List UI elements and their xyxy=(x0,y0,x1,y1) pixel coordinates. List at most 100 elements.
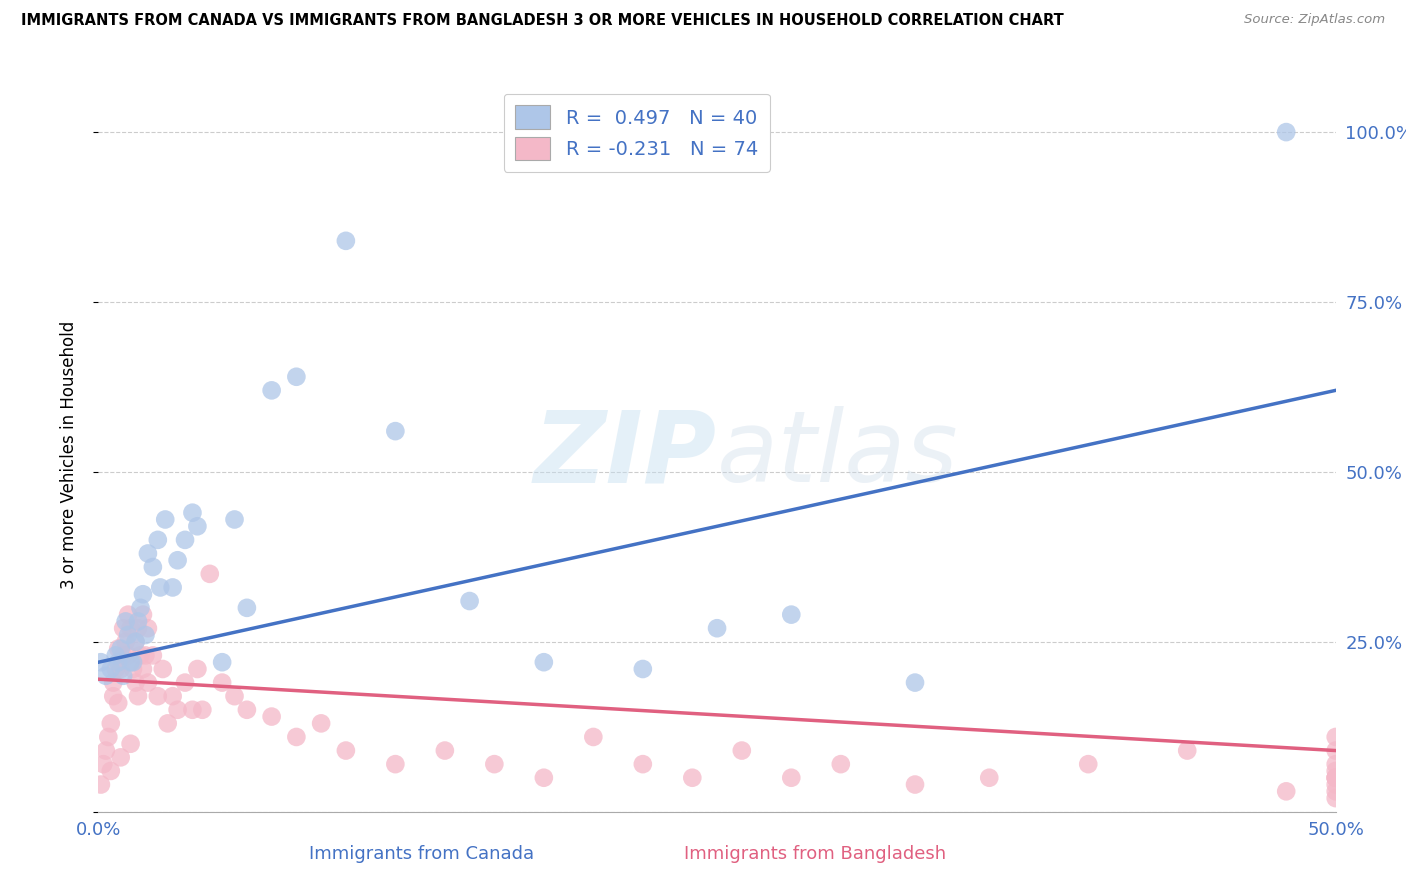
Point xyxy=(100,662,122,676)
Point xyxy=(134,628,156,642)
Point xyxy=(631,662,654,676)
Point xyxy=(120,621,142,635)
Point xyxy=(100,764,122,778)
Point xyxy=(127,615,149,629)
Point xyxy=(117,628,139,642)
Point xyxy=(124,635,146,649)
Point xyxy=(285,730,308,744)
Point xyxy=(94,743,117,757)
Point xyxy=(94,669,117,683)
Point xyxy=(309,716,332,731)
Point xyxy=(104,648,127,663)
Point xyxy=(631,757,654,772)
Point xyxy=(149,581,172,595)
Point xyxy=(90,778,112,792)
Legend: R =  0.497   N = 40, R = -0.231   N = 74: R = 0.497 N = 40, R = -0.231 N = 74 xyxy=(503,94,769,172)
Point xyxy=(260,384,283,398)
Point xyxy=(124,675,146,690)
Point xyxy=(134,648,156,663)
Point xyxy=(1324,791,1347,805)
Text: Source: ZipAtlas.com: Source: ZipAtlas.com xyxy=(1244,13,1385,27)
Point xyxy=(110,662,132,676)
Point xyxy=(1324,771,1347,785)
Point xyxy=(136,546,159,560)
Point xyxy=(384,757,406,772)
Point xyxy=(830,757,852,772)
Text: Immigrants from Bangladesh: Immigrants from Bangladesh xyxy=(685,846,946,863)
Point xyxy=(114,615,136,629)
Text: Immigrants from Canada: Immigrants from Canada xyxy=(309,846,534,863)
Point xyxy=(110,750,132,764)
Point xyxy=(97,730,120,744)
Point xyxy=(132,607,155,622)
Point xyxy=(146,689,169,703)
Text: atlas: atlas xyxy=(717,407,959,503)
Point xyxy=(211,675,233,690)
Point xyxy=(1324,730,1347,744)
Point xyxy=(122,655,145,669)
Text: ZIP: ZIP xyxy=(534,407,717,503)
Point xyxy=(124,635,146,649)
Point xyxy=(155,512,177,526)
Point xyxy=(260,709,283,723)
Point xyxy=(146,533,169,547)
Point xyxy=(114,635,136,649)
Point xyxy=(458,594,481,608)
Point xyxy=(1275,784,1298,798)
Point xyxy=(122,662,145,676)
Point xyxy=(127,689,149,703)
Point xyxy=(224,689,246,703)
Point xyxy=(198,566,221,581)
Point xyxy=(166,553,188,567)
Point xyxy=(780,771,803,785)
Point xyxy=(904,675,927,690)
Point xyxy=(186,519,208,533)
Point xyxy=(103,689,125,703)
Point xyxy=(335,743,357,757)
Point xyxy=(112,648,135,663)
Point xyxy=(979,771,1001,785)
Point xyxy=(706,621,728,635)
Point xyxy=(236,703,259,717)
Point xyxy=(224,512,246,526)
Point xyxy=(107,696,129,710)
Point xyxy=(132,587,155,601)
Point xyxy=(1324,743,1347,757)
Point xyxy=(142,648,165,663)
Point xyxy=(1324,764,1347,778)
Point xyxy=(162,581,184,595)
Point xyxy=(93,757,115,772)
Point xyxy=(120,655,142,669)
Point xyxy=(112,669,135,683)
Point xyxy=(156,716,179,731)
Point xyxy=(1077,757,1099,772)
Point xyxy=(1324,778,1347,792)
Point xyxy=(136,621,159,635)
Point xyxy=(533,771,555,785)
Point xyxy=(120,737,142,751)
Point xyxy=(174,675,197,690)
Point xyxy=(181,506,204,520)
Point xyxy=(129,600,152,615)
Point xyxy=(582,730,605,744)
Point xyxy=(107,641,129,656)
Point xyxy=(285,369,308,384)
Point xyxy=(186,662,208,676)
Point xyxy=(236,600,259,615)
Point xyxy=(1324,784,1347,798)
Point xyxy=(103,675,125,690)
Point xyxy=(117,607,139,622)
Point xyxy=(132,662,155,676)
Point xyxy=(904,778,927,792)
Point xyxy=(112,621,135,635)
Point xyxy=(1324,757,1347,772)
Point xyxy=(731,743,754,757)
Point xyxy=(127,621,149,635)
Point xyxy=(681,771,703,785)
Point xyxy=(533,655,555,669)
Point xyxy=(90,655,112,669)
Point xyxy=(1175,743,1198,757)
Text: IMMIGRANTS FROM CANADA VS IMMIGRANTS FROM BANGLADESH 3 OR MORE VEHICLES IN HOUSE: IMMIGRANTS FROM CANADA VS IMMIGRANTS FRO… xyxy=(21,13,1064,29)
Point xyxy=(191,703,214,717)
Point xyxy=(181,703,204,717)
